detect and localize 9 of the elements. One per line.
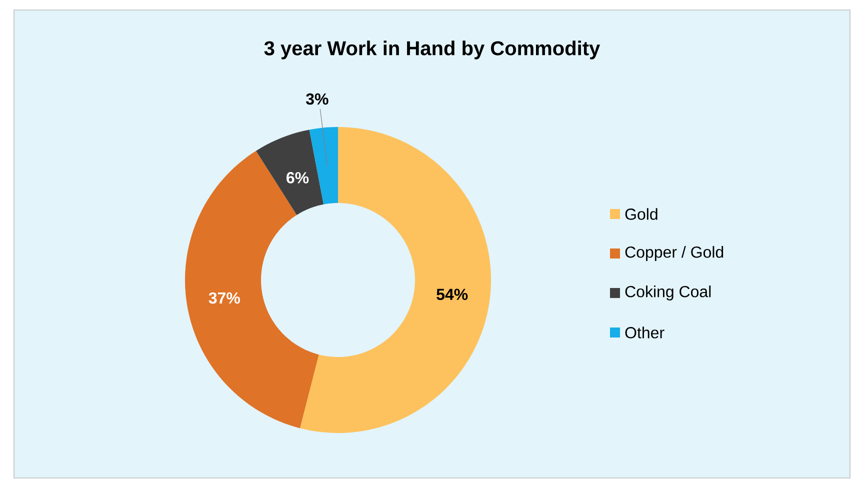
legend-label: Copper / Gold [625, 246, 724, 261]
data-label: 6% [286, 172, 309, 184]
data-label: 54% [436, 288, 468, 300]
data-label: 3% [306, 93, 328, 105]
data-label: 37% [208, 292, 240, 304]
legend-label: Gold [625, 208, 658, 220]
legend-label: Other [625, 326, 664, 338]
legend-label: Coking Coal [625, 286, 711, 300]
chart-title: 3 year Work in Hand by Commodity [264, 40, 600, 60]
